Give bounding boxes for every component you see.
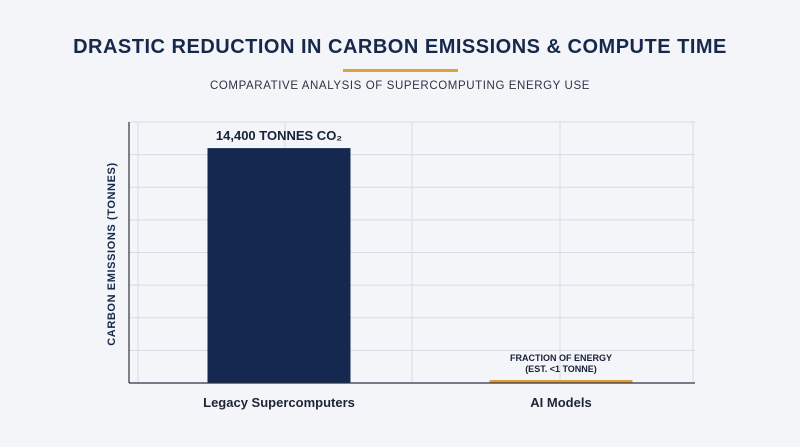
bar-legacy-supercomputers xyxy=(207,148,351,383)
bar-ai-models xyxy=(489,380,633,383)
x-tick-label: AI Models xyxy=(530,395,591,410)
bar-data-label: (EST. <1 TONNE) xyxy=(525,364,597,374)
bar-data-label: FRACTION OF ENERGY xyxy=(510,353,612,363)
chart-bars xyxy=(207,148,633,383)
chart-axes xyxy=(128,122,695,384)
chart-subtitle: COMPARATIVE ANALYSIS OF SUPERCOMPUTING E… xyxy=(209,80,590,92)
x-tick-label: Legacy Supercomputers xyxy=(203,395,355,410)
chart-labels: Legacy Supercomputers AI Models 14,400 TON… xyxy=(203,128,612,410)
chart-title: DRASTIC REDUCTION IN CARBON EMISSIONS & … xyxy=(73,36,727,58)
title-underline xyxy=(343,69,458,72)
bar-data-label: 14,400 TONNES CO₂ xyxy=(216,128,342,143)
